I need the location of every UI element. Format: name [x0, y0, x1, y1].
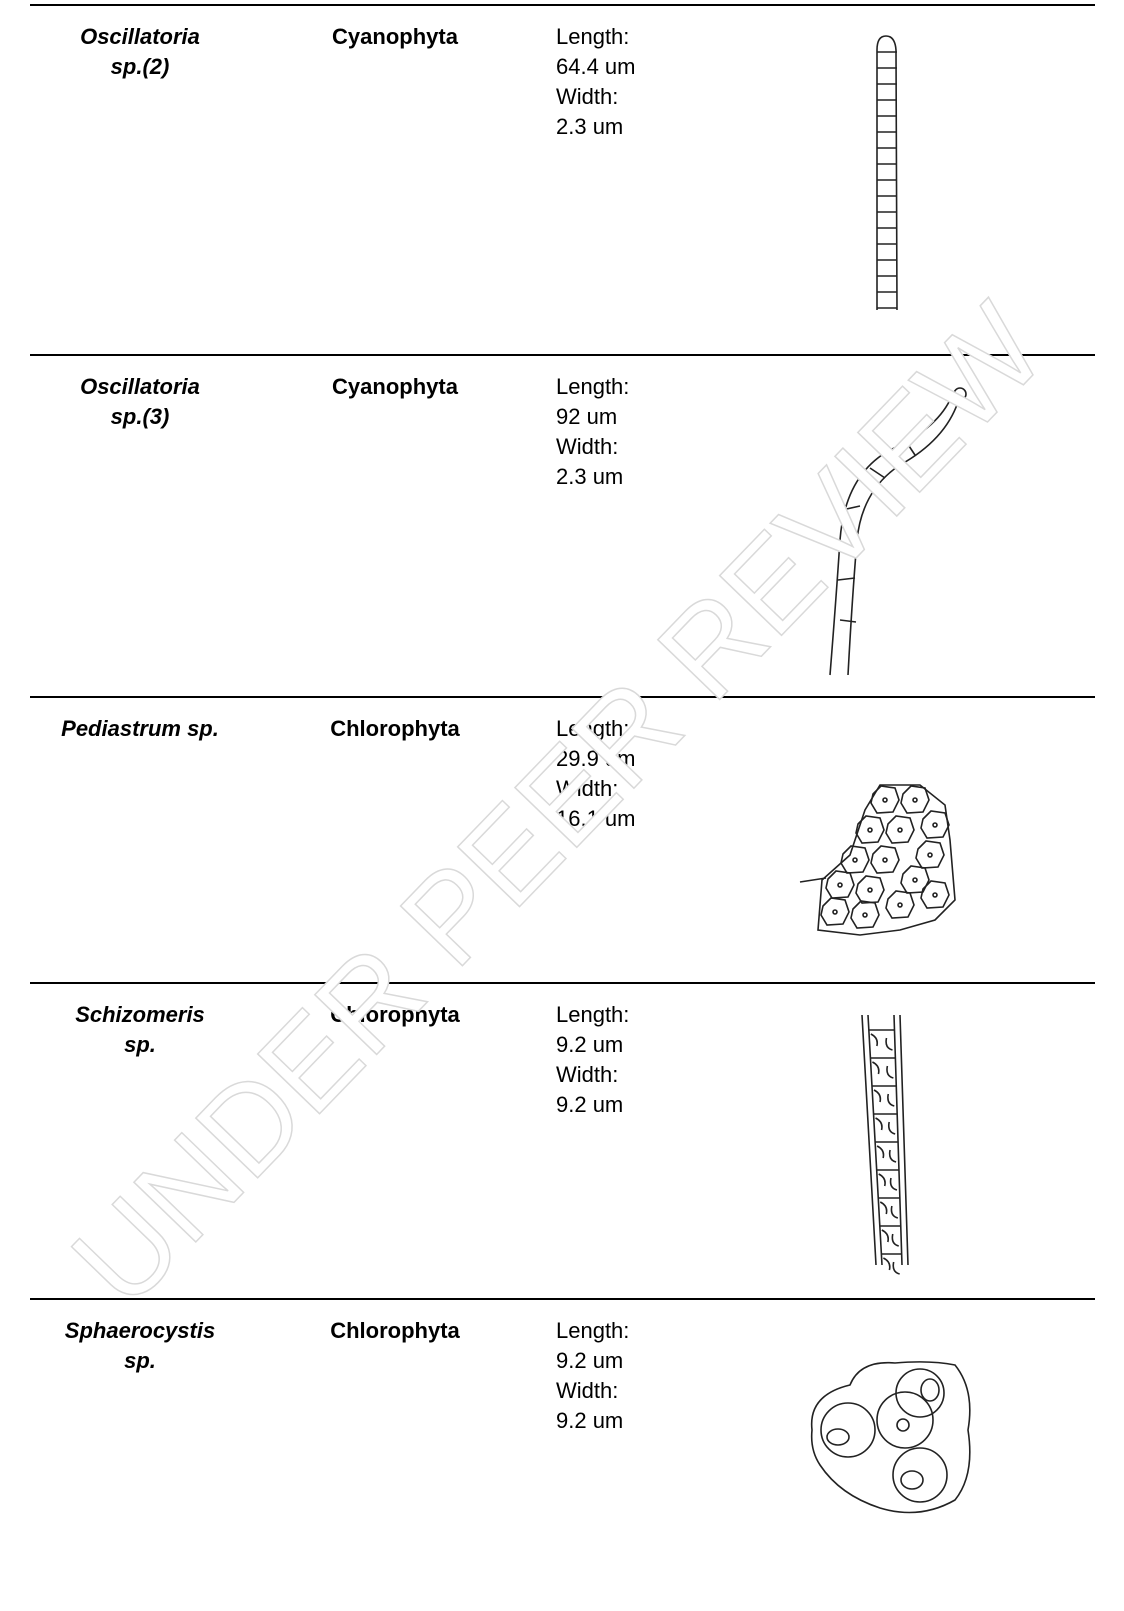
- name-line: Sphaerocystis: [64, 1318, 216, 1343]
- name-line: Schizomeris: [75, 1002, 205, 1027]
- sphaerocystis-drawing: [810, 1361, 971, 1514]
- size-line: Width:: [556, 434, 619, 459]
- size-line: 9.2 um: [556, 1408, 624, 1433]
- size-line: 64.4 um: [556, 54, 636, 79]
- phylum: Cyanophyta: [332, 24, 458, 49]
- size-line: 92 um: [556, 404, 618, 429]
- size-line: Width:: [556, 1378, 619, 1403]
- species-name: Pediastrum sp.: [40, 714, 240, 744]
- size-line: 16.1 um: [556, 806, 636, 831]
- colony-cell: [870, 785, 900, 814]
- nucleus: [912, 877, 918, 883]
- colony-cell: [825, 870, 855, 899]
- colony-cell: [885, 815, 915, 844]
- nucleus: [897, 902, 903, 908]
- colony-cell: [920, 810, 950, 839]
- size-line: Width:: [556, 1062, 619, 1087]
- size-line: 9.2 um: [556, 1032, 624, 1057]
- chloroplast: [873, 1089, 895, 1107]
- colony-cell: [850, 900, 880, 929]
- size-line: Length:: [556, 716, 630, 741]
- name-line: sp.: [124, 1348, 156, 1373]
- size-line: Length:: [556, 1002, 630, 1027]
- size-line: Width:: [556, 776, 619, 801]
- nucleus: [882, 797, 888, 803]
- oscillatoria-2-drawing: [876, 35, 898, 311]
- name-line: Pediastrum sp.: [61, 716, 219, 741]
- colony-cell: [855, 875, 885, 904]
- nucleus: [927, 852, 933, 858]
- phylum: Chlorophyta: [330, 716, 460, 741]
- size-line: 9.2 um: [556, 1092, 624, 1117]
- colony-cell: [885, 890, 915, 919]
- size-line: Length:: [556, 374, 630, 399]
- oscillatoria-3-drawing: [829, 387, 967, 676]
- chloroplast: [875, 1117, 896, 1135]
- size-line: 29.9 um: [556, 746, 636, 771]
- nucleus: [932, 822, 938, 828]
- size: Length: 92 um Width: 2.3 um: [556, 372, 716, 492]
- name-line: sp.(2): [110, 54, 170, 79]
- phylum: Chlorophyta: [330, 1002, 460, 1027]
- chloroplast: [870, 1033, 893, 1051]
- chloroplast: [879, 1201, 899, 1219]
- species-name: Sphaerocystis sp.: [40, 1316, 240, 1376]
- chloroplast: [878, 1173, 898, 1191]
- nucleus: [897, 827, 903, 833]
- colony-cell: [855, 815, 885, 844]
- phylum: Cyanophyta: [332, 374, 458, 399]
- size-line: 9.2 um: [556, 1348, 624, 1373]
- pediastrum-drawing: [799, 784, 956, 936]
- colony-cell: [820, 897, 850, 926]
- species-name: Oscillatoria sp.(2): [40, 22, 240, 82]
- schizomeris-drawing: [861, 1014, 909, 1275]
- nucleus: [867, 887, 873, 893]
- nucleus: [932, 892, 938, 898]
- size: Length: 9.2 um Width: 9.2 um: [556, 1000, 716, 1120]
- size-line: Length:: [556, 24, 630, 49]
- chloroplast: [876, 1145, 897, 1163]
- colony-cell: [900, 785, 930, 814]
- name-line: Oscillatoria: [80, 374, 200, 399]
- nucleus: [867, 827, 873, 833]
- species-name: Oscillatoria sp.(3): [40, 372, 240, 432]
- colony-cell: [915, 840, 945, 869]
- size: Length: 29.9 um Width: 16.1 um: [556, 714, 716, 834]
- colony-cell: [870, 845, 900, 874]
- nucleus: [912, 797, 918, 803]
- name-line: sp.: [124, 1032, 156, 1057]
- colony-cell: [900, 865, 930, 894]
- nucleus: [862, 912, 868, 918]
- size-line: Length:: [556, 1318, 630, 1343]
- chloroplast: [872, 1061, 894, 1079]
- chloroplast: [881, 1229, 899, 1247]
- name-line: Oscillatoria: [80, 24, 200, 49]
- phylum: Chlorophyta: [330, 1318, 460, 1343]
- colony-cell: [840, 845, 870, 874]
- size-line: 2.3 um: [556, 114, 624, 139]
- colony-cell: [920, 880, 950, 909]
- chloroplast: [883, 1257, 900, 1275]
- nucleus: [837, 882, 843, 888]
- species-name: Schizomeris sp.: [40, 1000, 240, 1060]
- size-line: 2.3 um: [556, 464, 624, 489]
- nucleus: [832, 909, 838, 915]
- name-line: sp.(3): [110, 404, 170, 429]
- size-line: Width:: [556, 84, 619, 109]
- nucleus: [852, 857, 858, 863]
- size: Length: 9.2 um Width: 9.2 um: [556, 1316, 716, 1436]
- size: Length: 64.4 um Width: 2.3 um: [556, 22, 716, 142]
- nucleus: [882, 857, 888, 863]
